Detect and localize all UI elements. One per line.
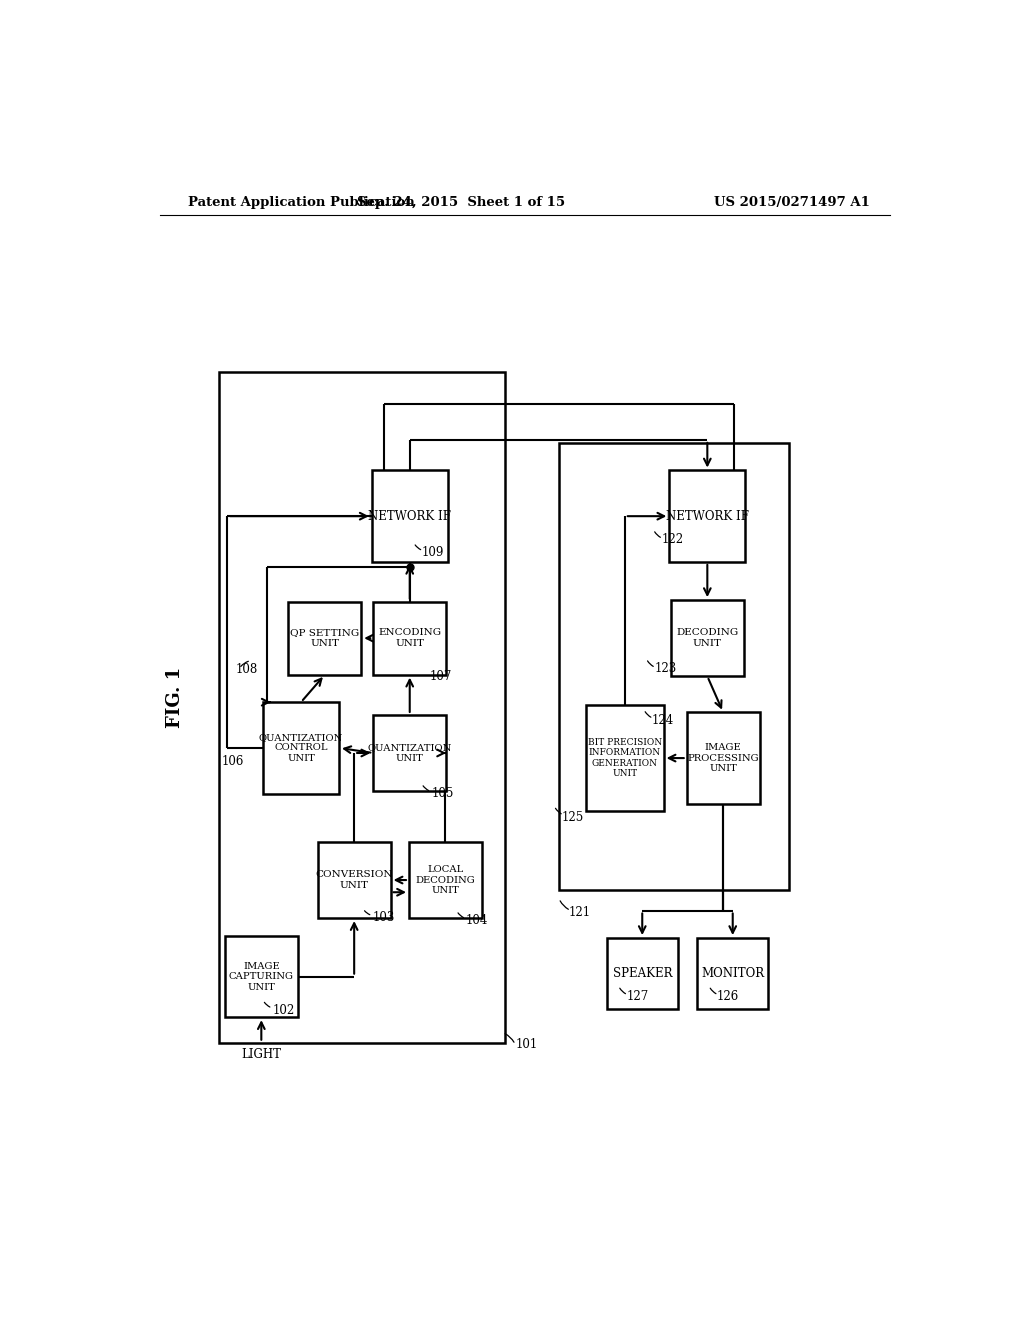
Text: QUANTIZATION
UNIT: QUANTIZATION UNIT (368, 743, 452, 763)
Text: 103: 103 (373, 911, 395, 924)
Text: 108: 108 (236, 663, 257, 676)
Bar (225, 936, 298, 1018)
Bar (372, 470, 447, 562)
Text: 101: 101 (515, 1039, 538, 1051)
Text: DECODING
UNIT: DECODING UNIT (676, 628, 738, 648)
Bar (409, 842, 482, 919)
Text: Patent Application Publication: Patent Application Publication (187, 197, 415, 209)
Text: BIT PRECISION
INFORMATION
GENERATION
UNIT: BIT PRECISION INFORMATION GENERATION UNI… (588, 738, 662, 779)
Text: 126: 126 (717, 990, 739, 1003)
Text: FIG. 1: FIG. 1 (166, 667, 184, 727)
Text: 107: 107 (430, 671, 452, 684)
Bar (671, 601, 743, 676)
Text: QP SETTING
UNIT: QP SETTING UNIT (290, 628, 359, 648)
Bar (697, 939, 768, 1008)
Text: LOCAL
DECODING
UNIT: LOCAL DECODING UNIT (416, 865, 475, 895)
Text: IMAGE
CAPTURING
UNIT: IMAGE CAPTURING UNIT (228, 962, 294, 991)
Bar (670, 470, 745, 562)
Text: MONITOR: MONITOR (701, 968, 764, 979)
Text: SPEAKER: SPEAKER (612, 968, 672, 979)
Bar (559, 444, 790, 890)
Text: US 2015/0271497 A1: US 2015/0271497 A1 (714, 197, 870, 209)
Text: 105: 105 (431, 787, 454, 800)
Text: 123: 123 (654, 663, 677, 675)
Bar (373, 715, 446, 791)
Text: 127: 127 (627, 990, 648, 1003)
Text: QUANTIZATION
CONTROL
UNIT: QUANTIZATION CONTROL UNIT (259, 733, 343, 763)
Bar (373, 602, 446, 675)
Text: 124: 124 (652, 714, 674, 727)
Text: 109: 109 (422, 546, 444, 560)
Text: CONVERSION
UNIT: CONVERSION UNIT (315, 870, 393, 890)
Text: 104: 104 (466, 915, 488, 927)
Bar (586, 705, 664, 812)
Text: 121: 121 (568, 906, 591, 919)
Bar (263, 702, 339, 793)
Bar (606, 939, 678, 1008)
Text: 122: 122 (662, 533, 683, 546)
Text: 102: 102 (272, 1003, 295, 1016)
Text: NETWORK IF: NETWORK IF (369, 510, 452, 523)
Bar (317, 842, 391, 919)
Text: 125: 125 (562, 810, 585, 824)
Text: IMAGE
PROCESSING
UNIT: IMAGE PROCESSING UNIT (687, 743, 759, 774)
Text: NETWORK IF: NETWORK IF (666, 510, 749, 523)
Text: LIGHT: LIGHT (242, 1048, 282, 1061)
Bar (289, 602, 361, 675)
Text: Sep. 24, 2015  Sheet 1 of 15: Sep. 24, 2015 Sheet 1 of 15 (357, 197, 565, 209)
Text: 106: 106 (221, 755, 244, 768)
Bar (219, 372, 505, 1043)
Text: ENCODING
UNIT: ENCODING UNIT (378, 628, 441, 648)
Bar (687, 713, 760, 804)
